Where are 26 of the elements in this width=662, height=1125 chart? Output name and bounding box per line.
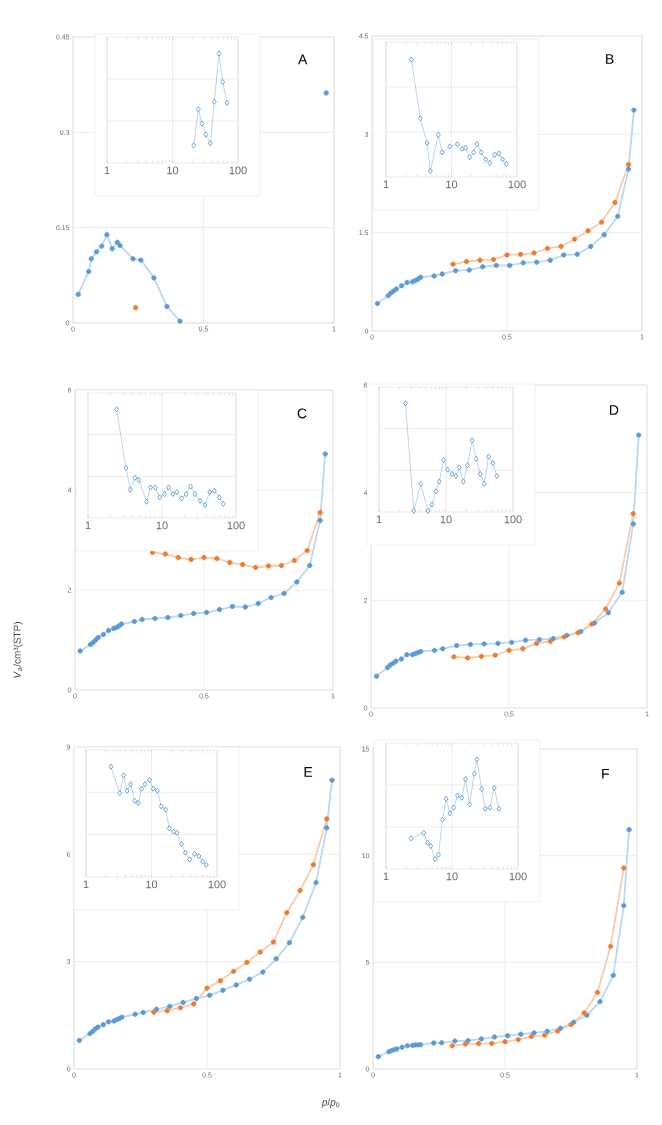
x-tick-label: 100 [229, 166, 247, 175]
x-tick-label: 1 [383, 180, 389, 189]
x-tick-label: 1 [104, 166, 110, 175]
x-tick-label: 10 [167, 166, 179, 175]
x-tick-label: 1 [383, 872, 389, 881]
x-tick-label: 1 [85, 521, 91, 530]
text: B [606, 54, 614, 64]
x-tick-label: 100 [504, 515, 522, 524]
x-tick-label: 10 [440, 515, 452, 524]
x-tick-label: 100 [508, 180, 526, 189]
text: p/p$_{0}$ [321, 1098, 340, 1108]
x-tick-label: 100 [208, 880, 226, 889]
text: C [297, 408, 307, 419]
x-tick-label: 10 [446, 180, 458, 189]
x-tick-label: 100 [509, 872, 527, 881]
text: F [602, 768, 610, 779]
text: D [609, 405, 619, 415]
x-tick-label: 100 [227, 521, 245, 530]
x-tick-label: 10 [156, 521, 168, 530]
x-tick-label: 1 [83, 880, 89, 889]
text: E [304, 767, 313, 777]
x-tick-label: 10 [146, 880, 158, 889]
text: A [298, 54, 308, 65]
x-tick-label: 1 [376, 515, 382, 524]
x-tick-label: 10 [446, 872, 458, 881]
text: V$_{a}$/cm³(STP) [13, 622, 23, 678]
